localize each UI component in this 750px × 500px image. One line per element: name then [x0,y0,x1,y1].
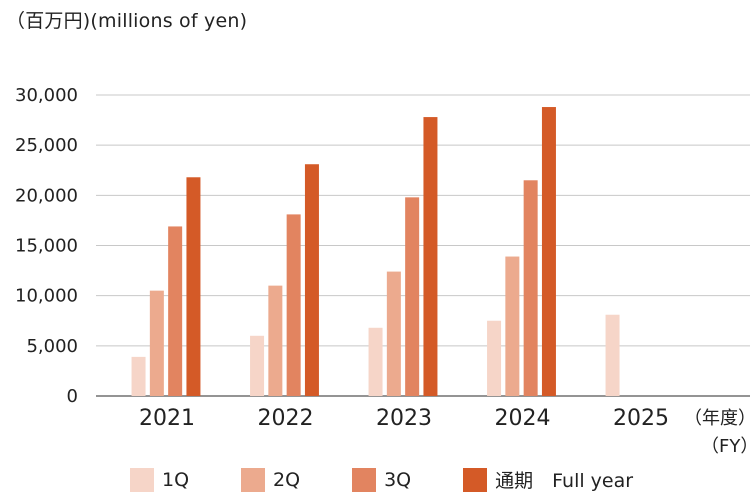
bar [304,164,319,396]
x-unit-label-en: （FY） [701,436,750,457]
bar [505,256,520,396]
bar [286,214,301,396]
bar [268,285,283,396]
unit-label: （百万円)(millions of yen) [6,10,248,32]
bar [250,335,265,396]
bar [523,180,538,396]
bar [131,356,146,396]
legend-swatch-1q [130,467,154,492]
y-tick-label: 10,000 [15,286,78,307]
bar [186,177,201,396]
legend-item-3q: 3Q [352,467,412,492]
bar [386,271,401,396]
bar [405,197,420,396]
x-tick-label: 2023 [376,406,432,431]
legend-swatch-full-year [463,467,488,492]
y-tick-label: 30,000 [15,85,78,106]
legend-label-2q: 2Q [273,468,301,491]
legend-item-1q: 1Q [130,467,190,492]
chart-legend: 1Q 2Q 3Q 通期 Full year [130,466,633,493]
bar [423,117,438,396]
bar [541,107,556,396]
legend-item-full-year: 通期 Full year [463,466,633,493]
x-tick-label: 2024 [495,406,551,431]
bar [368,327,383,396]
x-tick-label: 2022 [258,406,314,431]
legend-label-full-year: 通期 Full year [495,470,634,492]
legend-label-3q: 3Q [384,468,412,491]
bar [487,320,502,396]
y-tick-label: 25,000 [15,135,78,156]
legend-item-2q: 2Q [241,467,301,492]
bar [168,226,183,396]
bar [149,290,164,396]
legend-swatch-2q [241,467,266,492]
y-tick-label: 15,000 [15,236,78,257]
y-tick-label: 5,000 [26,336,78,357]
x-unit-label-jp: （年度） [684,408,750,429]
legend-swatch-3q [352,467,377,492]
x-tick-label: 2021 [139,406,195,431]
y-tick-label: 20,000 [15,185,78,206]
legend-label-1q: 1Q [162,468,190,491]
y-tick-label: 0 [67,386,78,407]
bar [605,314,620,396]
x-tick-label: 2025 [613,406,669,431]
